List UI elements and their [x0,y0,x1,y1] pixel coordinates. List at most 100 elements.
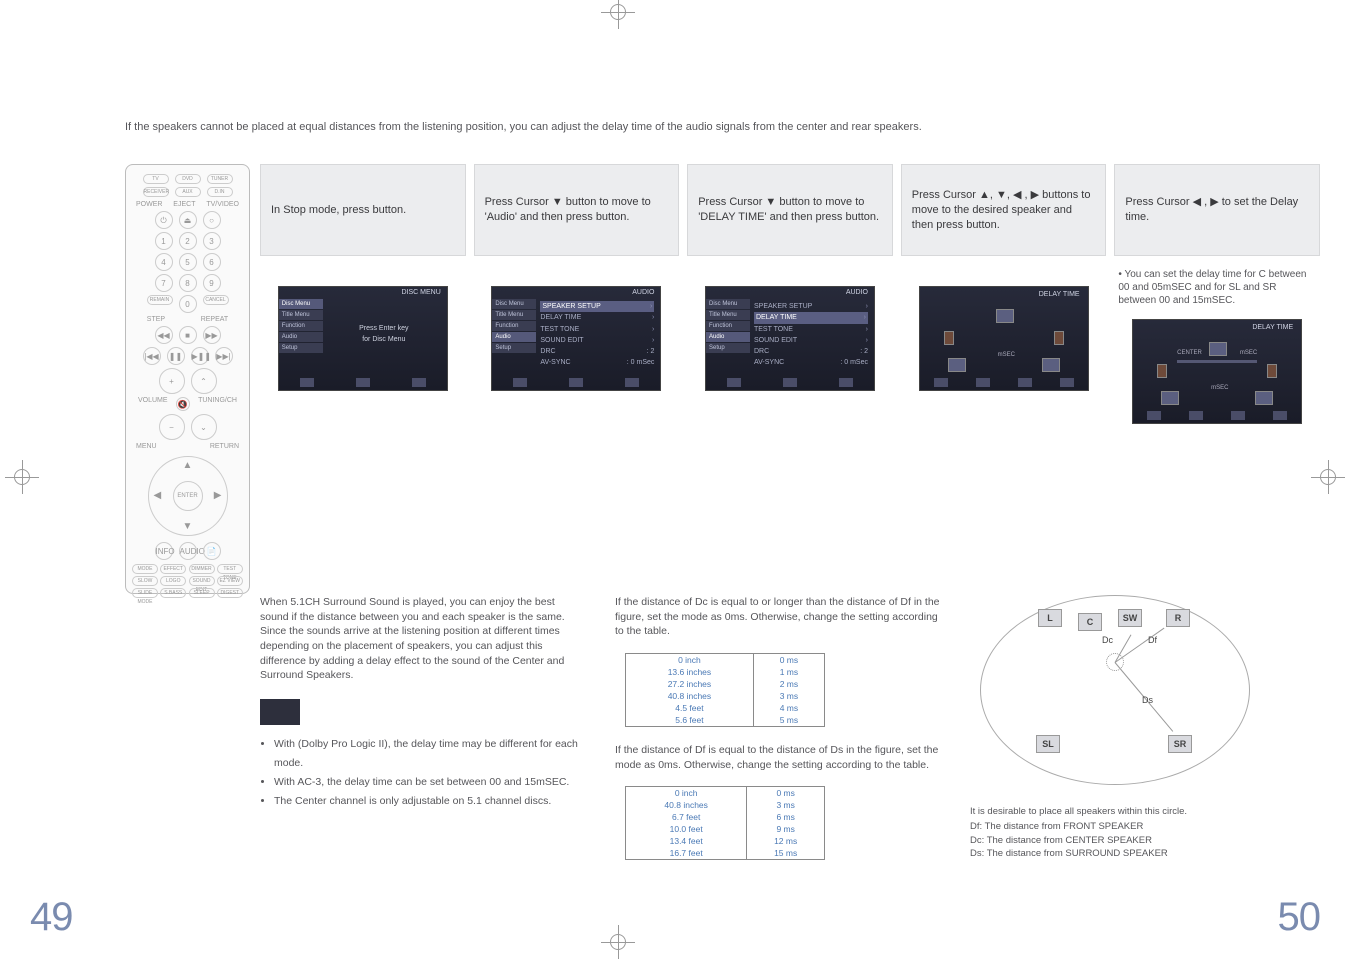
logo-btn: LOGO [160,576,186,586]
main-layout: TV DVD TUNER RECEIVER AUX D.IN POWER EJE… [125,164,1320,594]
menu-item: TEST TONE [754,324,793,335]
ffwd-icon: ▶▶ [203,326,221,344]
cell: 5 ms [753,714,824,727]
step-4-text: Press Cursor ▲, ▼, ◀ , ▶ buttons to move… [912,188,1096,233]
remote-btn-tv: TV [143,174,169,184]
table1-caption: If the distance of Dc is equal to or lon… [615,595,940,639]
speaker-SR: SR [1168,735,1192,753]
step-4: Press Cursor ▲, ▼, ◀ , ▶ buttons to move… [901,164,1107,594]
tab: Disc Menu [706,299,750,309]
vol-down-icon: − [159,414,185,440]
subtitle-icon: 📄 [203,542,221,560]
cell: 5.6 feet [626,714,754,727]
cell: 15 ms [747,847,825,860]
remote-btn-din: D.IN [207,187,233,197]
caret-icon: › [864,312,866,323]
cell: 9 ms [747,823,825,835]
cell: 6.7 feet [626,811,747,823]
tab: Disc Menu [492,299,536,309]
cell: 0 ms [753,654,824,667]
menu-item: DRC [754,346,769,357]
up-icon: ▲ [183,460,193,471]
effect-btn: EFFECT [160,564,186,574]
enter-btn: ENTER [173,481,203,511]
tab: Audio [279,332,323,342]
speaker-SL: SL [1036,735,1060,753]
prev-icon: |◀◀ [143,347,161,365]
explain-para: When 5.1CH Surround Sound is played, you… [260,595,585,683]
legend-head: It is desirable to place all speakers wi… [970,805,1260,818]
note-item: With AC-3, the delay time can be set bet… [274,773,585,792]
num-4: 4 [155,253,173,271]
num-3: 3 [203,232,221,250]
speaker-sr [1042,358,1060,372]
menu-item: SPEAKER SETUP [542,301,600,312]
cell: 4.5 feet [626,702,754,714]
ezview-btn: EZ VIEW [217,576,243,586]
cell: 13.6 inches [626,666,754,678]
speaker-l [1157,364,1167,378]
center-label: CENTER [1177,350,1202,356]
label-eject: EJECT [173,201,195,208]
digest-btn: DIGEST [217,588,243,598]
speaker-L: L [1038,609,1062,627]
bottom-right-col: L C SW R SL SR Dc Df Ds It is desirable … [970,595,1260,876]
num-8: 8 [179,274,197,292]
speaker-sr [1255,391,1273,405]
menu-item: TEST TONE [540,324,579,335]
tab: Title Menu [492,310,536,320]
step-5-head: Press Cursor ◀ , ▶ to set the Delay time… [1114,164,1320,256]
menu-item: DELAY TIME [756,312,797,323]
step-1: In Stop mode, press button. DISC MENU Di… [260,164,466,594]
step-2: Press Cursor ▼ button to move to 'Audio'… [474,164,680,594]
screen-title: DISC MENU [402,289,441,296]
remote-btn-tuner: TUNER [207,174,233,184]
tab: Disc Menu [279,299,323,309]
left-icon: ◀ [154,490,162,501]
label-ds: Ds [1142,695,1153,705]
menu-item: DELAY TIME [540,312,581,323]
center-text: for Disc Menu [327,334,441,345]
manual-page-spread: If the speakers cannot be placed at equa… [0,0,1350,954]
right-icon: ▶ [214,490,222,501]
bottom-section: When 5.1CH Surround Sound is played, you… [260,595,1260,876]
cell: 10.0 feet [626,823,747,835]
mode-btn: MODE [132,564,158,574]
placement-circle [980,595,1250,785]
stop-icon: ■ [179,326,197,344]
registration-mark [14,469,30,485]
slow-btn: SLOW [132,576,158,586]
remote-btn-receiver: RECEIVER [143,187,169,197]
num-6: 6 [203,253,221,271]
legend-ds: Ds: The distance from SURROUND SPEAKER [970,847,1260,860]
legend-dc: Dc: The distance from CENTER SPEAKER [970,834,1260,847]
registration-mark [610,934,626,950]
note-item: The Center channel is only adjustable on… [274,792,585,811]
dimmer-btn: DIMMER [189,564,215,574]
screen-delay-time-1: DELAY TIME mSEC [919,286,1089,391]
cell: 6 ms [747,811,825,823]
speaker-R: R [1166,609,1190,627]
tab: Setup [279,343,323,353]
play-icon: ▶❚❚ [191,347,209,365]
cell: 12 ms [747,835,825,847]
num-0: 0 [179,295,197,313]
testtone-btn: TEST TONE [217,564,243,574]
speaker-sl [1161,391,1179,405]
audio-btn: AUDIO [179,542,197,560]
step-5-note: • You can set the delay time for C betwe… [1114,268,1320,307]
tab: Audio [492,332,536,342]
slide-btn: SLIDE MODE [132,588,158,598]
label-df: Df [1148,635,1157,645]
tab: Title Menu [279,310,323,320]
table2-caption: If the distance of Df is equal to the di… [615,743,940,772]
info-btn: INFO [155,542,173,560]
step-1-head: In Stop mode, press button. [260,164,466,256]
eject-icon: ⏏ [179,211,197,229]
soundedit-btn: SOUND EDIT [189,576,215,586]
step-5-text: Press Cursor ◀ , ▶ to set the Delay time… [1125,195,1309,225]
cancel-btn: CANCEL [203,295,229,305]
cell: 3 ms [747,799,825,811]
tab: Function [706,321,750,331]
screen-audio-delay: AUDIO Disc Menu Title Menu Function Audi… [705,286,875,391]
